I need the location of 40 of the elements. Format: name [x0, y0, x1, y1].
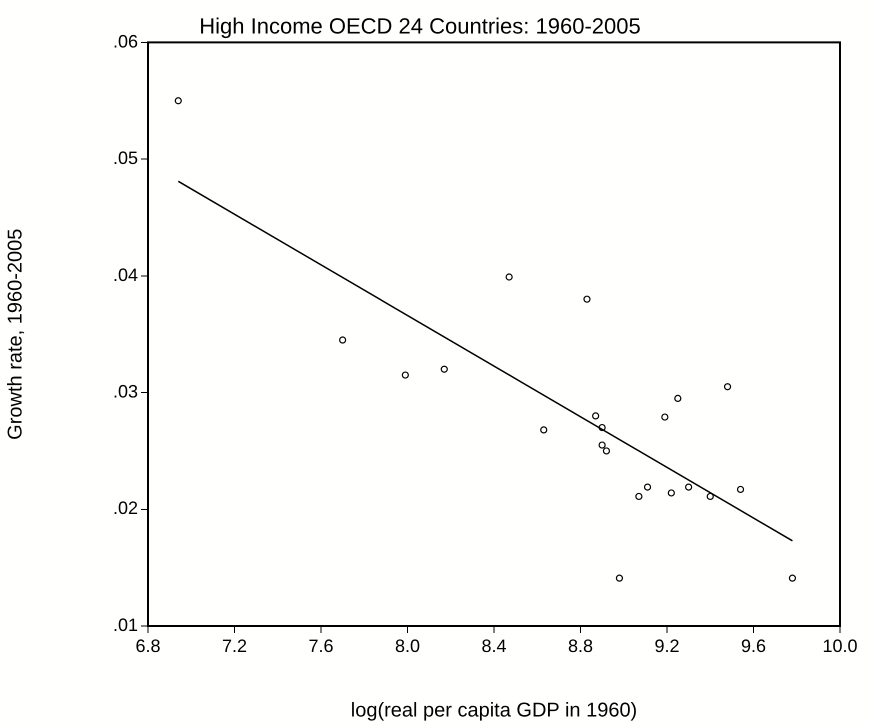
- point: [668, 489, 675, 497]
- chart-title: High Income OECD 24 Countries: 1960-2005: [199, 13, 641, 38]
- point: [661, 413, 668, 421]
- y-tick-label: .02: [112, 498, 138, 518]
- point: [402, 371, 409, 379]
- x-axis-title: log(real per capita GDP in 1960): [350, 700, 638, 722]
- y-tick-label: .03: [112, 382, 138, 402]
- y-tick-label: .04: [112, 264, 138, 285]
- point: [788, 574, 796, 582]
- point: [583, 296, 591, 303]
- x-tick-label: 8.0: [394, 636, 420, 656]
- point: [592, 412, 600, 420]
- x-tick-label: 9.6: [740, 636, 766, 656]
- point: [540, 426, 548, 434]
- point: [635, 492, 642, 500]
- point: [685, 484, 692, 491]
- x-tick-label: 9.2: [654, 636, 680, 656]
- point: [174, 97, 182, 104]
- point: [506, 273, 513, 281]
- x-tick-label: 7.6: [308, 636, 334, 656]
- point: [644, 484, 652, 491]
- x-tick-label: 7.2: [222, 636, 248, 656]
- point: [598, 424, 606, 432]
- x-tick-label: 10.0: [822, 636, 858, 656]
- point: [706, 492, 714, 500]
- point: [724, 383, 732, 390]
- y-tick-label: .06: [112, 31, 138, 52]
- y-tick-label: .01: [112, 614, 138, 635]
- x-tick-label: 6.8: [135, 636, 161, 656]
- y-axis-title: Growth rate, 1960-2005: [4, 228, 27, 440]
- y-tick-label: .05: [112, 148, 138, 168]
- point: [598, 441, 606, 449]
- x-tick-label: 8.8: [568, 636, 594, 656]
- point: [616, 574, 624, 582]
- x-tick-label: 8.4: [481, 636, 507, 656]
- point: [440, 366, 448, 373]
- point: [736, 486, 744, 494]
- point: [602, 447, 610, 455]
- point: [339, 336, 346, 344]
- point: [674, 394, 682, 402]
